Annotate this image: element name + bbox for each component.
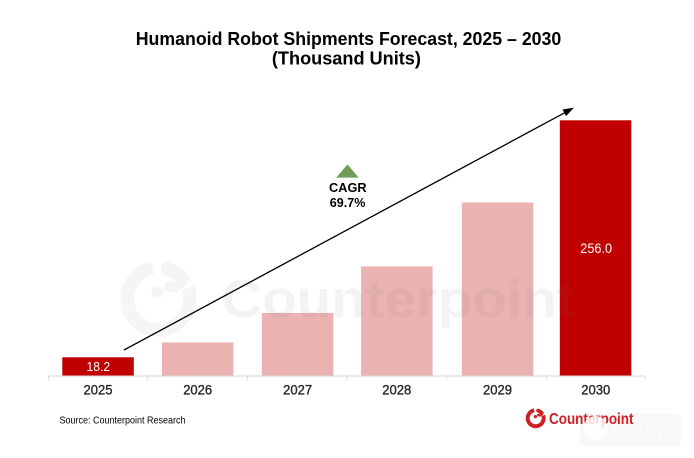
svg-text:2027: 2027 [283, 382, 312, 398]
svg-text:18.2: 18.2 [87, 359, 111, 374]
svg-text:Source: Counterpoint Research: Source: Counterpoint Research [60, 416, 186, 427]
svg-text:Humanoid Robot Shipments Forec: Humanoid Robot Shipments Forecast, 2025 … [136, 29, 562, 49]
svg-text:2028: 2028 [382, 382, 411, 398]
svg-text:CAGR: CAGR [329, 181, 367, 195]
svg-text:Counterpoint: Counterpoint [222, 270, 576, 329]
svg-text:toluna: toluna [612, 420, 675, 443]
svg-text:2026: 2026 [183, 382, 212, 398]
svg-text:69.7%: 69.7% [330, 196, 366, 210]
svg-text:256.0: 256.0 [580, 240, 612, 256]
svg-text:2025: 2025 [84, 382, 113, 398]
svg-text:2030: 2030 [581, 382, 610, 398]
svg-text:2029: 2029 [483, 382, 512, 398]
svg-text:(Thousand Units): (Thousand Units) [272, 49, 421, 69]
